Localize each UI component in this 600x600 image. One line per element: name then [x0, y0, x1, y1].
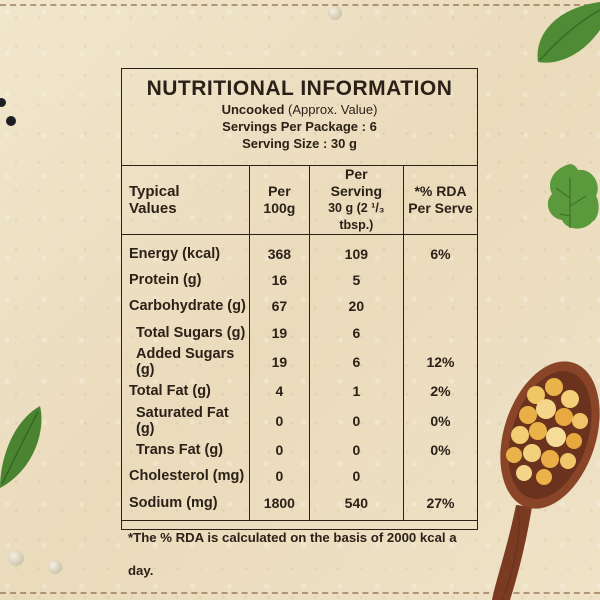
panel-header: NUTRITIONAL INFORMATION Uncooked (Approx…	[122, 69, 477, 166]
header-rda-line1: *% RDA	[414, 183, 467, 199]
row-rda: 0%	[403, 436, 477, 463]
row-label: Energy (kcal)	[129, 245, 221, 262]
header-rda-line2: Per Serve	[408, 200, 473, 216]
row-per100: 368	[249, 234, 310, 267]
row-per100: 16	[249, 266, 310, 293]
row-label: Added Sugars (g)	[136, 346, 235, 378]
row-serving: 6	[308, 346, 404, 378]
row-label: Total Fat (g)	[129, 383, 211, 400]
header-per-serving: Per Serving 30 g (2 ¹/₃ tbsp.)	[308, 166, 404, 235]
wooden-spoon-icon	[492, 361, 600, 600]
row-rda: 12%	[403, 346, 477, 378]
row-serving: 1	[308, 378, 404, 405]
row-rda	[403, 463, 477, 490]
row-serving: 20	[308, 293, 404, 320]
row-rda: 27%	[403, 489, 477, 520]
table-row: Sodium (mg) 1800 540 27%	[122, 489, 477, 520]
row-rda: 6%	[403, 234, 477, 267]
row-serving: 0	[308, 463, 404, 490]
row-label: Saturated Fat (g)	[136, 404, 229, 437]
table-row: Protein (g) 16 5	[122, 266, 477, 293]
split-pea-icon	[48, 560, 62, 574]
table-row: Saturated Fat (g) 0 0 0%	[122, 404, 477, 437]
split-pea-icon	[328, 6, 342, 20]
header-serving-line3: 30 g (2 ¹/₃ tbsp.)	[328, 201, 385, 232]
row-serving: 6	[308, 319, 404, 346]
row-per100: 67	[249, 293, 310, 320]
serving-size: Serving Size : 30 g	[242, 136, 357, 151]
row-per100: 19	[249, 346, 310, 378]
table-row: Total Fat (g) 4 1 2%	[122, 378, 477, 405]
nutrition-panel: NUTRITIONAL INFORMATION Uncooked (Approx…	[121, 68, 478, 578]
row-rda	[403, 266, 477, 293]
pepper-bead-icon	[6, 116, 16, 126]
row-per100: 19	[249, 319, 310, 346]
row-rda	[403, 293, 477, 320]
rda-footnote: *The % RDA is calculated on the basis of…	[122, 519, 477, 578]
row-serving: 5	[308, 266, 404, 293]
table-row: Total Sugars (g) 19 6	[122, 319, 477, 346]
split-pea-icon	[506, 378, 588, 485]
row-label: Protein (g)	[129, 271, 202, 288]
row-label: Cholesterol (mg)	[129, 468, 245, 485]
table-row: Carbohydrate (g) 67 20	[122, 293, 477, 320]
pepper-bead-icon	[0, 98, 6, 107]
row-label: Carbohydrate (g)	[129, 298, 246, 315]
table-row: Cholesterol (mg) 0 0	[122, 463, 477, 490]
header-typical-values: Typical Values	[122, 166, 250, 235]
row-rda: 2%	[403, 378, 477, 405]
panel-title: NUTRITIONAL INFORMATION	[146, 77, 453, 100]
header-typical-line2: Values	[129, 200, 177, 217]
header-rda: *% RDA Per Serve	[403, 166, 477, 235]
uncooked-line: Uncooked (Approx. Value)	[122, 101, 477, 118]
row-per100: 1800	[249, 489, 310, 520]
basil-leaf-icon	[537, 2, 600, 63]
row-per100: 0	[249, 404, 310, 437]
split-pea-icon	[8, 550, 24, 566]
row-label: Sodium (mg)	[129, 494, 218, 511]
row-serving: 109	[308, 234, 404, 267]
row-rda	[403, 319, 477, 346]
header-per100-line1: Per	[268, 183, 291, 199]
table-row: Added Sugars (g) 19 6 12%	[122, 346, 477, 378]
row-label: Trans Fat (g)	[136, 441, 224, 458]
basil-leaf-icon	[0, 406, 42, 488]
table-row: Trans Fat (g) 0 0 0%	[122, 436, 477, 463]
header-per100-line2: 100g	[263, 200, 296, 216]
row-serving: 540	[308, 489, 404, 520]
row-serving: 0	[308, 436, 404, 463]
row-label: Total Sugars (g)	[136, 324, 246, 341]
header-serving-line1: Per	[345, 166, 368, 182]
top-stitch-border	[0, 4, 600, 6]
header-serving-line2: Serving	[330, 183, 383, 199]
uncooked-label: Uncooked	[221, 102, 285, 117]
servings-per-package: Servings Per Package : 6	[222, 119, 377, 134]
table-row: Energy (kcal) 368 109 6%	[122, 234, 477, 267]
approx-label: (Approx. Value)	[288, 102, 378, 117]
row-per100: 0	[249, 463, 310, 490]
header-typical-line1: Typical	[129, 183, 180, 200]
bottom-stitch-border	[0, 592, 600, 594]
row-rda: 0%	[403, 404, 477, 437]
row-serving: 0	[308, 404, 404, 437]
row-per100: 0	[249, 436, 310, 463]
header-per-100g: Per 100g	[249, 166, 310, 235]
nutrition-table: Typical Values Per 100g Per Serving 30 g…	[122, 166, 477, 520]
table-header-row: Typical Values Per 100g Per Serving 30 g…	[122, 166, 477, 235]
coriander-leaf-icon	[547, 164, 599, 229]
row-per100: 4	[249, 378, 310, 405]
